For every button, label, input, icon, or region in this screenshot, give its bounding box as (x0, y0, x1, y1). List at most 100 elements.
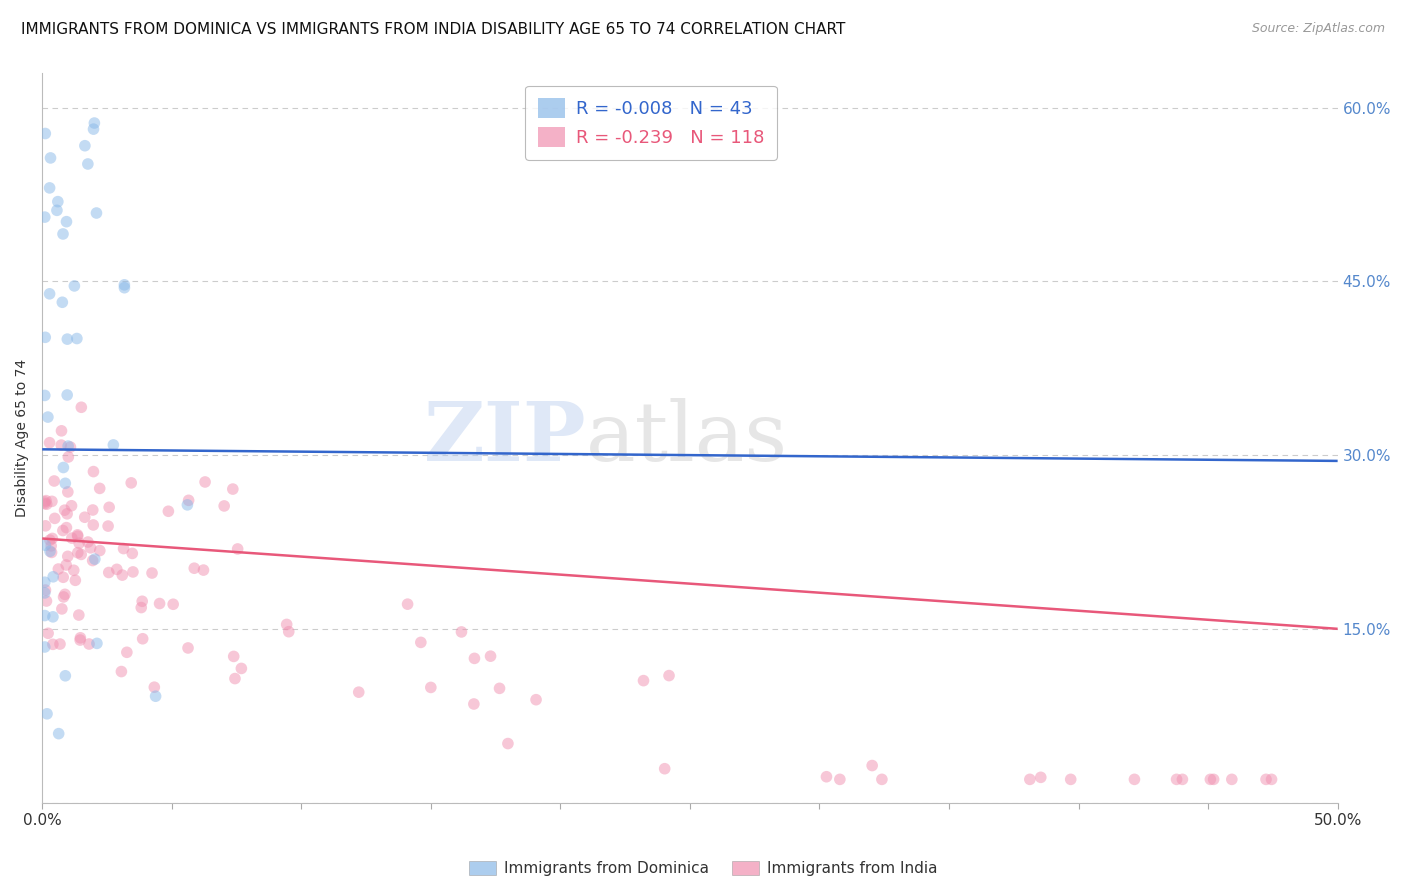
Text: atlas: atlas (586, 398, 789, 478)
Point (496, 737, 519, 751)
Point (51, 424, 73, 438)
Point (148, 597, 170, 611)
Point (56, 388, 79, 402)
Point (1199, 772, 1222, 787)
Point (58, 450, 80, 464)
Legend: R = -0.008   N = 43, R = -0.239   N = 118: R = -0.008 N = 43, R = -0.239 N = 118 (526, 86, 778, 160)
Point (45, 203, 67, 218)
Point (55, 521, 77, 535)
Point (66, 528, 89, 542)
Point (41, 545, 63, 559)
Point (42, 637, 65, 651)
Point (157, 504, 180, 518)
Point (1220, 772, 1243, 787)
Point (77, 637, 100, 651)
Point (479, 649, 502, 664)
Point (177, 493, 200, 508)
Point (42, 570, 65, 584)
Point (34, 582, 56, 597)
Point (56, 439, 79, 453)
Point (66, 546, 89, 560)
Point (212, 499, 235, 513)
Point (176, 498, 198, 512)
Point (39, 151, 62, 165)
Point (112, 281, 135, 295)
Point (62, 563, 84, 577)
Point (145, 690, 167, 704)
Point (1254, 772, 1277, 787)
Point (70, 548, 93, 562)
Point (131, 632, 153, 646)
Point (97, 519, 120, 533)
Point (34, 495, 56, 509)
Point (35, 706, 58, 721)
Point (34, 538, 56, 552)
Y-axis label: Disability Age 65 to 74: Disability Age 65 to 74 (15, 359, 30, 516)
Point (277, 624, 299, 639)
Point (53, 587, 76, 601)
Point (34, 518, 56, 533)
Point (66, 332, 89, 346)
Point (828, 772, 851, 787)
Point (450, 624, 472, 639)
Point (231, 661, 253, 675)
Point (53, 669, 76, 683)
Point (39, 539, 62, 553)
Point (51, 438, 73, 452)
Point (63, 279, 86, 293)
Point (463, 697, 485, 711)
Point (52, 460, 75, 475)
Point (38, 181, 60, 195)
Point (183, 561, 205, 575)
Point (52, 590, 75, 604)
Point (1166, 772, 1188, 787)
Point (76, 157, 98, 171)
Point (97, 566, 120, 580)
Point (111, 568, 134, 582)
Point (1123, 772, 1146, 787)
Point (34, 330, 56, 344)
Point (860, 758, 883, 772)
Point (37, 626, 59, 640)
Point (89, 482, 111, 496)
Point (73, 510, 96, 524)
Point (105, 562, 128, 576)
Point (488, 681, 510, 696)
Point (1018, 772, 1040, 787)
Point (654, 762, 676, 776)
Point (347, 685, 370, 699)
Point (49, 637, 72, 651)
Point (69, 631, 91, 645)
Point (121, 546, 143, 560)
Point (815, 770, 838, 784)
Point (44, 474, 66, 488)
Point (70, 401, 93, 415)
Point (56, 507, 79, 521)
Point (56, 332, 79, 346)
Point (34, 127, 56, 141)
Point (112, 541, 135, 556)
Point (73, 138, 96, 153)
Point (44, 511, 66, 525)
Point (143, 680, 166, 694)
Point (141, 566, 163, 580)
Point (42, 610, 65, 624)
Point (69, 633, 91, 648)
Point (56, 549, 79, 564)
Point (194, 475, 217, 489)
Point (37, 410, 59, 425)
Point (77, 535, 100, 549)
Text: IMMIGRANTS FROM DOMINICA VS IMMIGRANTS FROM INDIA DISABILITY AGE 65 TO 74 CORREL: IMMIGRANTS FROM DOMINICA VS IMMIGRANTS F… (21, 22, 845, 37)
Point (226, 541, 249, 556)
Point (38, 286, 60, 301)
Point (51, 295, 73, 310)
Point (120, 475, 142, 490)
Point (35, 493, 58, 508)
Point (53, 503, 76, 517)
Point (34, 388, 56, 402)
Point (34, 210, 56, 224)
Point (419, 681, 441, 695)
Point (131, 594, 153, 608)
Point (162, 597, 184, 611)
Point (60, 531, 83, 545)
